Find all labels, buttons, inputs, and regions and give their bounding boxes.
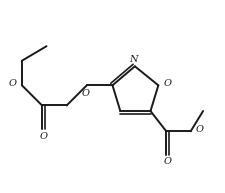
Text: O: O bbox=[39, 132, 47, 141]
Text: O: O bbox=[9, 80, 17, 88]
Text: N: N bbox=[130, 55, 138, 64]
Text: O: O bbox=[163, 157, 171, 166]
Text: O: O bbox=[196, 125, 204, 134]
Text: O: O bbox=[82, 89, 90, 98]
Text: O: O bbox=[163, 79, 171, 88]
